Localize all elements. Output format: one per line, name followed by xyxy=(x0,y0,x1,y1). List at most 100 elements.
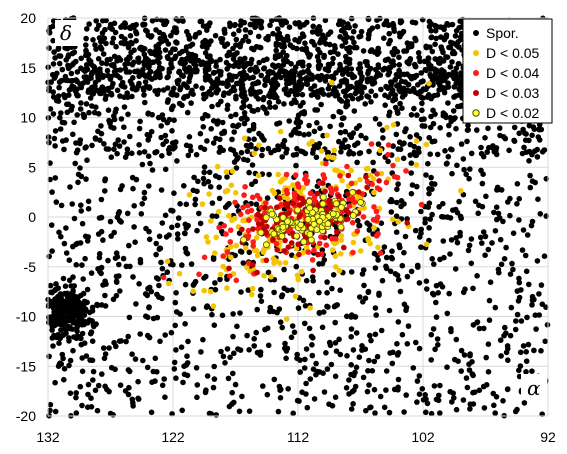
d005-point xyxy=(298,268,305,275)
spor-point xyxy=(501,255,508,262)
spor-point xyxy=(482,233,489,240)
spor-point xyxy=(475,210,482,217)
spor-point xyxy=(288,334,295,341)
d005-point xyxy=(290,182,296,188)
spor-point xyxy=(378,86,384,93)
spor-point xyxy=(529,218,536,225)
spor-point xyxy=(522,137,529,143)
d004-point xyxy=(309,257,316,263)
spor-point xyxy=(55,309,62,316)
spor-point xyxy=(216,195,223,202)
spor-point xyxy=(399,94,406,100)
spor-point xyxy=(152,149,158,156)
spor-point xyxy=(98,196,105,203)
spor-point xyxy=(432,346,438,353)
spor-point xyxy=(232,21,238,28)
spor-point xyxy=(68,86,74,92)
spor-point xyxy=(324,73,330,80)
d004-point xyxy=(245,233,252,239)
spor-point xyxy=(113,292,120,299)
spor-point xyxy=(299,82,306,88)
spor-point xyxy=(148,409,155,416)
d004-point xyxy=(295,181,301,187)
d002-point xyxy=(307,236,315,244)
d004-point xyxy=(329,235,335,242)
d005-point xyxy=(384,124,390,131)
d005-point xyxy=(261,272,267,279)
d005-point xyxy=(365,237,372,243)
spor-point xyxy=(393,213,400,219)
spor-point xyxy=(74,324,80,330)
spor-point xyxy=(429,290,436,297)
d002-point xyxy=(262,214,270,221)
spor-point xyxy=(176,50,183,57)
spor-point xyxy=(396,54,402,61)
spor-point xyxy=(281,101,287,107)
spor-point xyxy=(135,68,141,74)
spor-point xyxy=(49,189,55,195)
spor-point xyxy=(390,51,397,58)
spor-point xyxy=(416,391,423,398)
spor-point xyxy=(388,209,395,215)
spor-point xyxy=(453,336,460,343)
spor-point xyxy=(383,387,389,393)
spor-point xyxy=(485,369,492,375)
spor-point xyxy=(173,16,180,22)
spor-point xyxy=(302,303,309,309)
spor-point xyxy=(415,145,422,152)
spor-point xyxy=(164,74,170,81)
spor-point xyxy=(479,203,486,210)
spor-point xyxy=(259,146,266,153)
spor-point xyxy=(305,50,311,57)
spor-point xyxy=(351,108,358,114)
spor-point xyxy=(351,372,357,379)
spor-point xyxy=(83,101,90,107)
spor-point xyxy=(325,85,332,92)
spor-point xyxy=(162,47,169,53)
spor-point xyxy=(73,410,80,416)
spor-point xyxy=(265,145,272,152)
spor-point xyxy=(402,233,409,240)
spor-point xyxy=(88,395,94,402)
spor-point xyxy=(374,23,381,30)
d004-point xyxy=(250,243,256,249)
d005-point xyxy=(324,132,330,139)
spor-point xyxy=(52,379,58,386)
spor-point xyxy=(235,80,242,87)
spor-point xyxy=(368,99,374,105)
spor-point xyxy=(297,369,304,375)
spor-point xyxy=(101,355,108,362)
spor-point xyxy=(260,383,266,389)
d003-point xyxy=(322,188,328,195)
spor-point xyxy=(102,303,109,309)
spor-point xyxy=(127,133,133,140)
spor-point xyxy=(416,373,423,379)
spor-point xyxy=(100,74,106,80)
spor-point xyxy=(510,230,517,236)
spor-point xyxy=(439,46,445,53)
spor-point xyxy=(455,44,462,50)
d002-point xyxy=(319,193,327,201)
spor-point xyxy=(102,351,109,357)
d004-point xyxy=(385,142,392,148)
spor-point xyxy=(185,32,192,38)
spor-point xyxy=(133,21,139,28)
spor-point xyxy=(401,301,408,308)
spor-point xyxy=(373,73,380,80)
spor-point xyxy=(129,396,136,403)
d005-point xyxy=(251,150,257,157)
spor-point xyxy=(197,220,204,227)
spor-point xyxy=(213,59,219,65)
spor-point xyxy=(253,201,260,208)
d004-point xyxy=(385,151,391,158)
d004-point xyxy=(232,199,238,206)
spor-point xyxy=(225,82,231,88)
spor-point xyxy=(434,336,441,342)
spor-point xyxy=(203,273,209,280)
spor-point xyxy=(164,85,171,91)
spor-point xyxy=(408,43,415,50)
spor-point xyxy=(141,51,148,58)
spor-point xyxy=(347,44,353,51)
spor-point xyxy=(346,377,352,383)
spor-point xyxy=(135,378,141,385)
